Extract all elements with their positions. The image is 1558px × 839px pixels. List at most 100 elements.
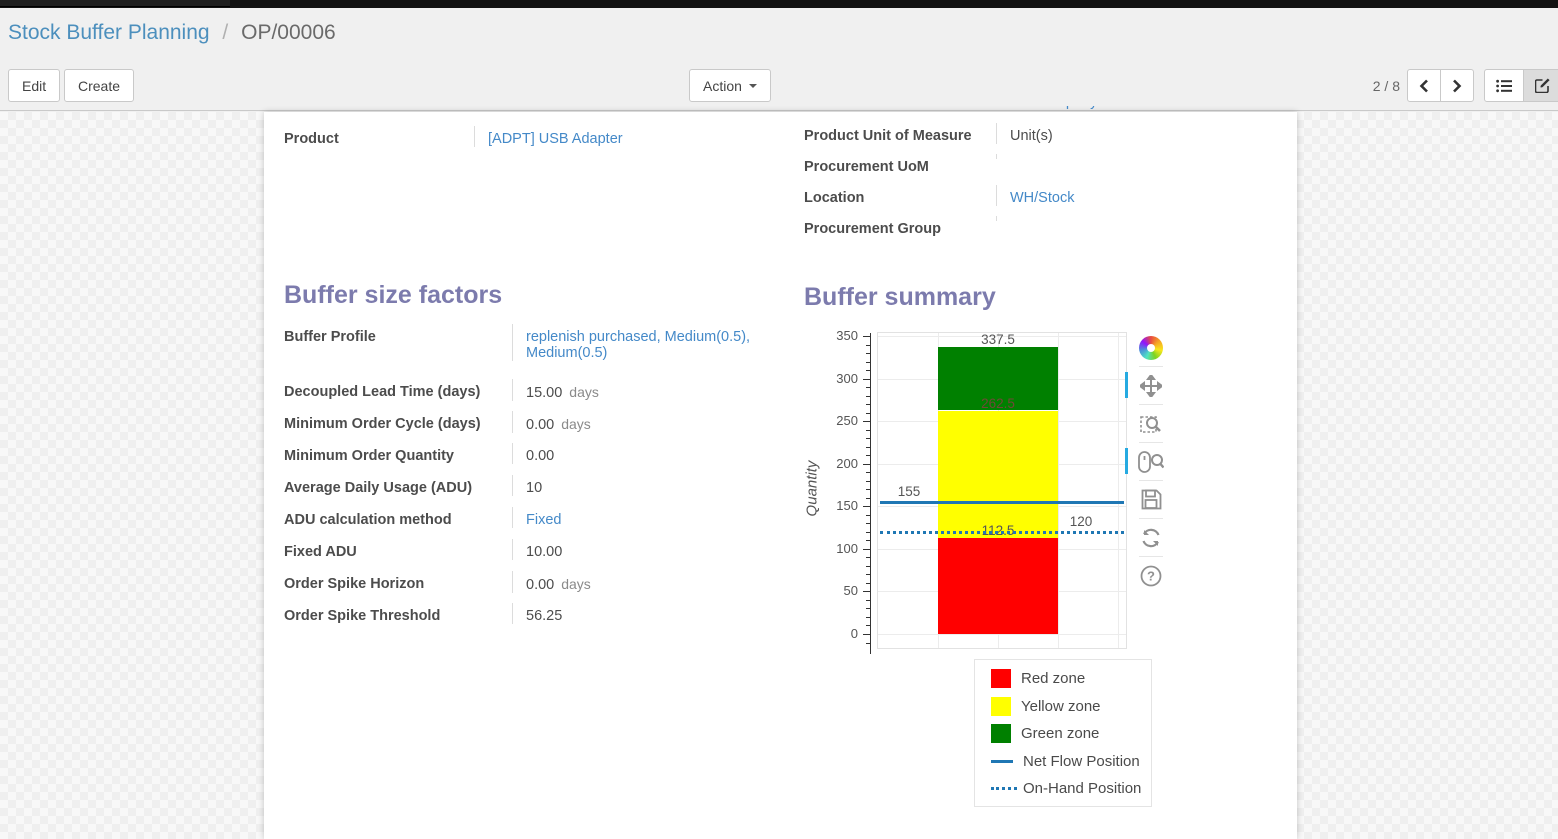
y-minor-tick: [866, 608, 870, 610]
field-value-link[interactable]: [ADPT] USB Adapter: [488, 131, 623, 147]
y-major-tick: [863, 634, 870, 635]
breadcrumb-current: OP/00006: [241, 21, 336, 44]
reset-tool-button[interactable]: [1133, 520, 1169, 555]
y-gridline: [878, 634, 1126, 635]
legend-label: Red zone: [1021, 670, 1086, 688]
legend-item[interactable]: Net Flow Position: [975, 748, 1151, 776]
top-bar-tab: [0, 0, 230, 7]
y-tick-label: 250: [836, 413, 858, 429]
field-value-text: Unit(s): [1010, 128, 1053, 144]
chart-legend[interactable]: Red zone Yellow zone Green zone Net Flow Po…: [974, 659, 1152, 807]
toolbar-separator: [1139, 518, 1163, 519]
chevron-down-icon: [748, 83, 757, 88]
field-row: Minimum Order Quantity 0.00: [284, 443, 776, 475]
form-view-button[interactable]: [1523, 69, 1558, 102]
pan-tool-button[interactable]: [1125, 368, 1169, 403]
y-minor-tick: [866, 497, 870, 499]
y-tick-label: 100: [836, 540, 858, 556]
legend-item[interactable]: On-Hand Position: [975, 775, 1151, 803]
breadcrumb-parent-link[interactable]: Stock Buffer Planning: [8, 21, 210, 44]
y-tick-label: 300: [836, 370, 858, 386]
y-minor-tick: [866, 582, 870, 584]
y-minor-tick: [866, 412, 870, 414]
legend-label: Net Flow Position: [1023, 752, 1140, 770]
wheel-zoom-tool-button[interactable]: [1125, 444, 1169, 479]
chart-toolbar: ?: [1125, 330, 1169, 593]
breadcrumb: Stock Buffer Planning / OP/00006: [8, 21, 336, 45]
legend-swatch-box: [991, 696, 1011, 716]
y-tick-label: 150: [836, 498, 858, 514]
action-dropdown-button[interactable]: Action: [689, 69, 771, 102]
field-row: Order Spike Threshold 56.25: [284, 603, 776, 635]
legend-item[interactable]: Red zone: [975, 665, 1151, 693]
field-value-text: 0.00: [526, 577, 555, 593]
zone-value-label: 112.5: [981, 523, 1015, 539]
field-value-text: 10: [526, 480, 543, 496]
zone-value-label: 337.5: [981, 331, 1015, 347]
legend-item[interactable]: Yellow zone: [975, 693, 1151, 721]
help-tool-button[interactable]: ?: [1133, 558, 1169, 593]
y-minor-tick: [866, 599, 870, 601]
y-minor-tick: [866, 616, 870, 618]
y-minor-tick: [866, 574, 870, 576]
y-minor-tick: [866, 523, 870, 525]
list-view-icon: [1496, 79, 1512, 92]
field-label: Fixed ADU: [284, 544, 357, 560]
y-minor-tick: [866, 625, 870, 627]
company-link[interactable]: YourCompany: [1006, 106, 1097, 110]
group-buffer-factors: Buffer Profile replenish purchased, Mediu…: [284, 324, 776, 635]
pager-previous-button[interactable]: [1407, 69, 1441, 102]
legend-swatch-box: [991, 669, 1011, 689]
green-zone-bar: [938, 346, 1058, 411]
field-row: Order Spike Horizon 0.00 days: [284, 571, 776, 603]
y-minor-tick: [866, 395, 870, 397]
field-value-link[interactable]: WH/Stock: [1010, 190, 1075, 206]
field-value-link[interactable]: Fixed: [526, 512, 562, 528]
y-minor-tick: [866, 531, 870, 533]
create-button[interactable]: Create: [64, 69, 135, 102]
field-row: Minimum Order Cycle (days) 0.00 days: [284, 411, 776, 443]
legend-item[interactable]: Green zone: [975, 720, 1151, 748]
field-unit-suffix: days: [561, 576, 591, 592]
y-minor-tick: [866, 438, 870, 440]
chart-y-axis-title: Quantity: [803, 460, 821, 517]
box-zoom-tool-button[interactable]: [1133, 406, 1169, 441]
field-row: Product Unit of Measure Unit(s): [804, 123, 1286, 154]
y-major-tick: [863, 506, 870, 508]
y-minor-tick: [866, 489, 870, 491]
y-tick-label: 0: [850, 626, 858, 641]
field-label: Product: [284, 131, 339, 147]
field-value-link[interactable]: replenish purchased, Medium(0.5), Medium…: [526, 329, 751, 361]
field-label: ADU calculation method: [284, 512, 452, 528]
y-minor-tick: [866, 370, 870, 372]
legend-label: On-Hand Position: [1023, 780, 1142, 798]
field-value-text: 0.00: [526, 417, 555, 433]
control-panel: Stock Buffer Planning / OP/00006 Edit Cr…: [0, 8, 1558, 111]
bokeh-logo[interactable]: [1133, 330, 1169, 365]
y-minor-tick: [866, 540, 870, 542]
line-value-label: 120: [1069, 513, 1093, 529]
save-tool-button[interactable]: [1133, 482, 1169, 517]
field-value: 0.00 days: [512, 571, 776, 593]
clipped-company-row: YourCompany: [1006, 106, 1286, 117]
yellow-zone-bar: [938, 410, 1058, 539]
y-minor-tick: [866, 514, 870, 516]
list-view-button[interactable]: [1484, 69, 1524, 102]
field-value-text: 0.00: [526, 448, 555, 464]
svg-text:?: ?: [1147, 568, 1155, 583]
field-value-text: 10.00: [526, 544, 563, 560]
form-view-icon: [1535, 78, 1550, 93]
y-minor-tick: [866, 455, 870, 457]
legend-label: Yellow zone: [1021, 697, 1101, 715]
action-label: Action: [703, 77, 742, 94]
pager-next-button[interactable]: [1440, 69, 1474, 102]
buffer-summary-chart[interactable]: 337.5 262.5 112.5 155 120 0 50 100 150 200 250 300 3…: [836, 328, 1127, 654]
y-tick-label: 50: [843, 583, 858, 599]
field-label: Minimum Order Cycle (days): [284, 416, 481, 432]
legend-swatch-dots: [991, 787, 1017, 791]
edit-button[interactable]: Edit: [8, 69, 61, 102]
wheel-zoom-icon: [1138, 450, 1164, 473]
field-row: Procurement Group: [804, 216, 1286, 247]
y-minor-tick: [866, 472, 870, 474]
y-major-tick: [863, 591, 870, 593]
